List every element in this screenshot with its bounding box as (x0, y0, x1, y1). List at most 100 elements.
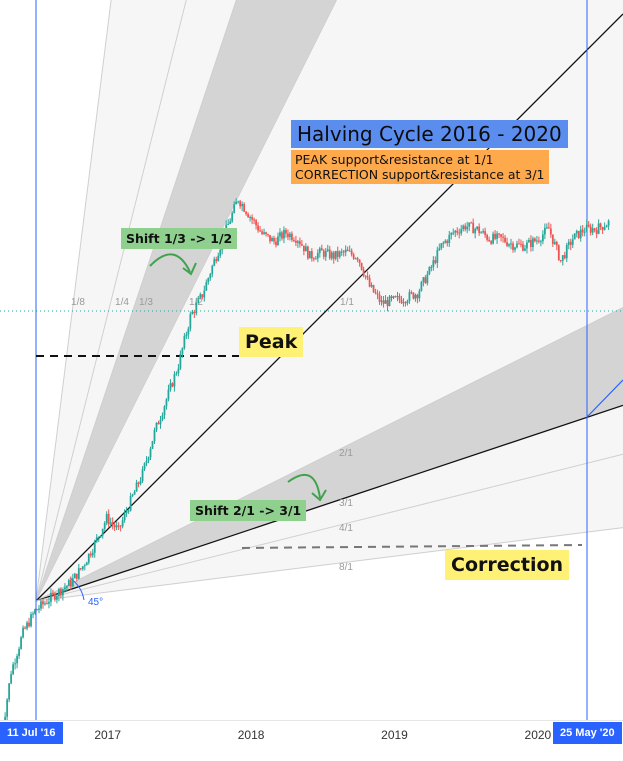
candle-body (400, 299, 403, 304)
candle-body (597, 223, 600, 234)
candle-body (265, 232, 267, 235)
candle-body (131, 494, 134, 497)
candle-body (275, 241, 277, 246)
candle-body (549, 228, 552, 235)
candle-body (167, 389, 170, 400)
candle-body (316, 252, 319, 259)
candle-body (500, 234, 502, 237)
candle-body (573, 233, 576, 240)
x-tick-2018: 2018 (237, 728, 265, 742)
candle-body (107, 513, 110, 525)
candle-body (607, 220, 610, 226)
fan-ratio-8-1: 8/1 (339, 562, 353, 573)
candle-body (171, 383, 174, 387)
candle-body (251, 217, 253, 220)
candle-body (502, 236, 504, 238)
candle-body (414, 294, 417, 299)
chart-title: Halving Cycle 2016 - 2020 (291, 120, 568, 148)
candle-body (392, 296, 395, 298)
candle-body (302, 245, 305, 252)
candle-body (133, 491, 136, 495)
candle-body (516, 243, 518, 248)
fan-line-1-8 (35, 0, 112, 602)
candle-body (50, 593, 52, 602)
candle-body (512, 243, 514, 250)
candle-body (239, 201, 242, 207)
candle-body (551, 234, 554, 244)
candle-body (390, 296, 393, 298)
shift-bottom-arrowhead (311, 489, 327, 502)
candle-body (14, 663, 16, 665)
chart-overlays (0, 0, 623, 720)
fan-ratio-1-8: 1/8 (71, 297, 85, 308)
time-axis (0, 720, 623, 761)
fan-line-8-1 (35, 527, 623, 602)
candle-body (480, 232, 483, 234)
candle-body (382, 300, 385, 304)
candle-body (601, 226, 604, 230)
candle-body (567, 241, 570, 245)
candle-body (111, 522, 114, 525)
candle-body (605, 225, 608, 228)
candle-body (448, 234, 451, 244)
candle-body (470, 222, 473, 224)
candle-body (173, 374, 176, 387)
candle-body (52, 593, 54, 595)
shift-top-arrow (149, 253, 191, 273)
candle-body (93, 541, 96, 553)
candle-body (577, 230, 580, 239)
candle-body (187, 328, 190, 335)
candle-body (179, 354, 182, 369)
x-tick-2017: 2017 (94, 728, 122, 742)
candle-body (89, 553, 92, 556)
candle-body (344, 249, 347, 253)
candle-body (518, 243, 520, 245)
fan-ratio-4-1: 4/1 (339, 523, 353, 534)
candle-body (113, 524, 116, 528)
candle-body (59, 589, 62, 596)
candle-body (277, 236, 279, 246)
candle-body (177, 368, 180, 374)
candle-body (163, 406, 166, 416)
candle-body (555, 241, 558, 246)
candle-body (510, 243, 512, 245)
candle-body (44, 603, 46, 605)
candle-body (539, 241, 542, 243)
candle-body (446, 240, 449, 244)
candle-body (398, 296, 401, 300)
candle-body (289, 233, 291, 238)
candle-body (388, 296, 391, 307)
candle-body (6, 699, 9, 717)
candle-body (575, 230, 578, 234)
candle-body (109, 522, 112, 525)
fan-ratio-1-3: 1/3 (139, 297, 153, 308)
candle-body (452, 232, 455, 234)
candle-body (273, 237, 275, 242)
candle-body (235, 201, 238, 205)
candle-body (300, 244, 303, 246)
candle-body (63, 587, 66, 590)
candle-body (444, 240, 447, 243)
gann-fan-lines (35, 0, 623, 602)
candle-body (332, 252, 335, 259)
end-date-marker[interactable]: 25 May '20 (553, 722, 622, 744)
candle-body (486, 234, 489, 240)
candle-body (508, 244, 510, 246)
candle-body (12, 664, 14, 675)
candle-body (30, 614, 32, 627)
candle-body (591, 228, 594, 233)
candle-body (306, 246, 309, 259)
candle-body (279, 232, 281, 237)
candle-body (536, 240, 538, 242)
candle-body (336, 250, 339, 257)
candle-body (553, 241, 556, 244)
candle-body (247, 214, 250, 218)
start-date-marker[interactable]: 11 Jul '16 (0, 722, 63, 744)
candle-body (354, 258, 357, 260)
candle-body (261, 231, 263, 234)
candle-body (83, 565, 86, 567)
candle-body (215, 259, 218, 262)
candle-body (58, 589, 60, 597)
candle-body (506, 242, 508, 246)
